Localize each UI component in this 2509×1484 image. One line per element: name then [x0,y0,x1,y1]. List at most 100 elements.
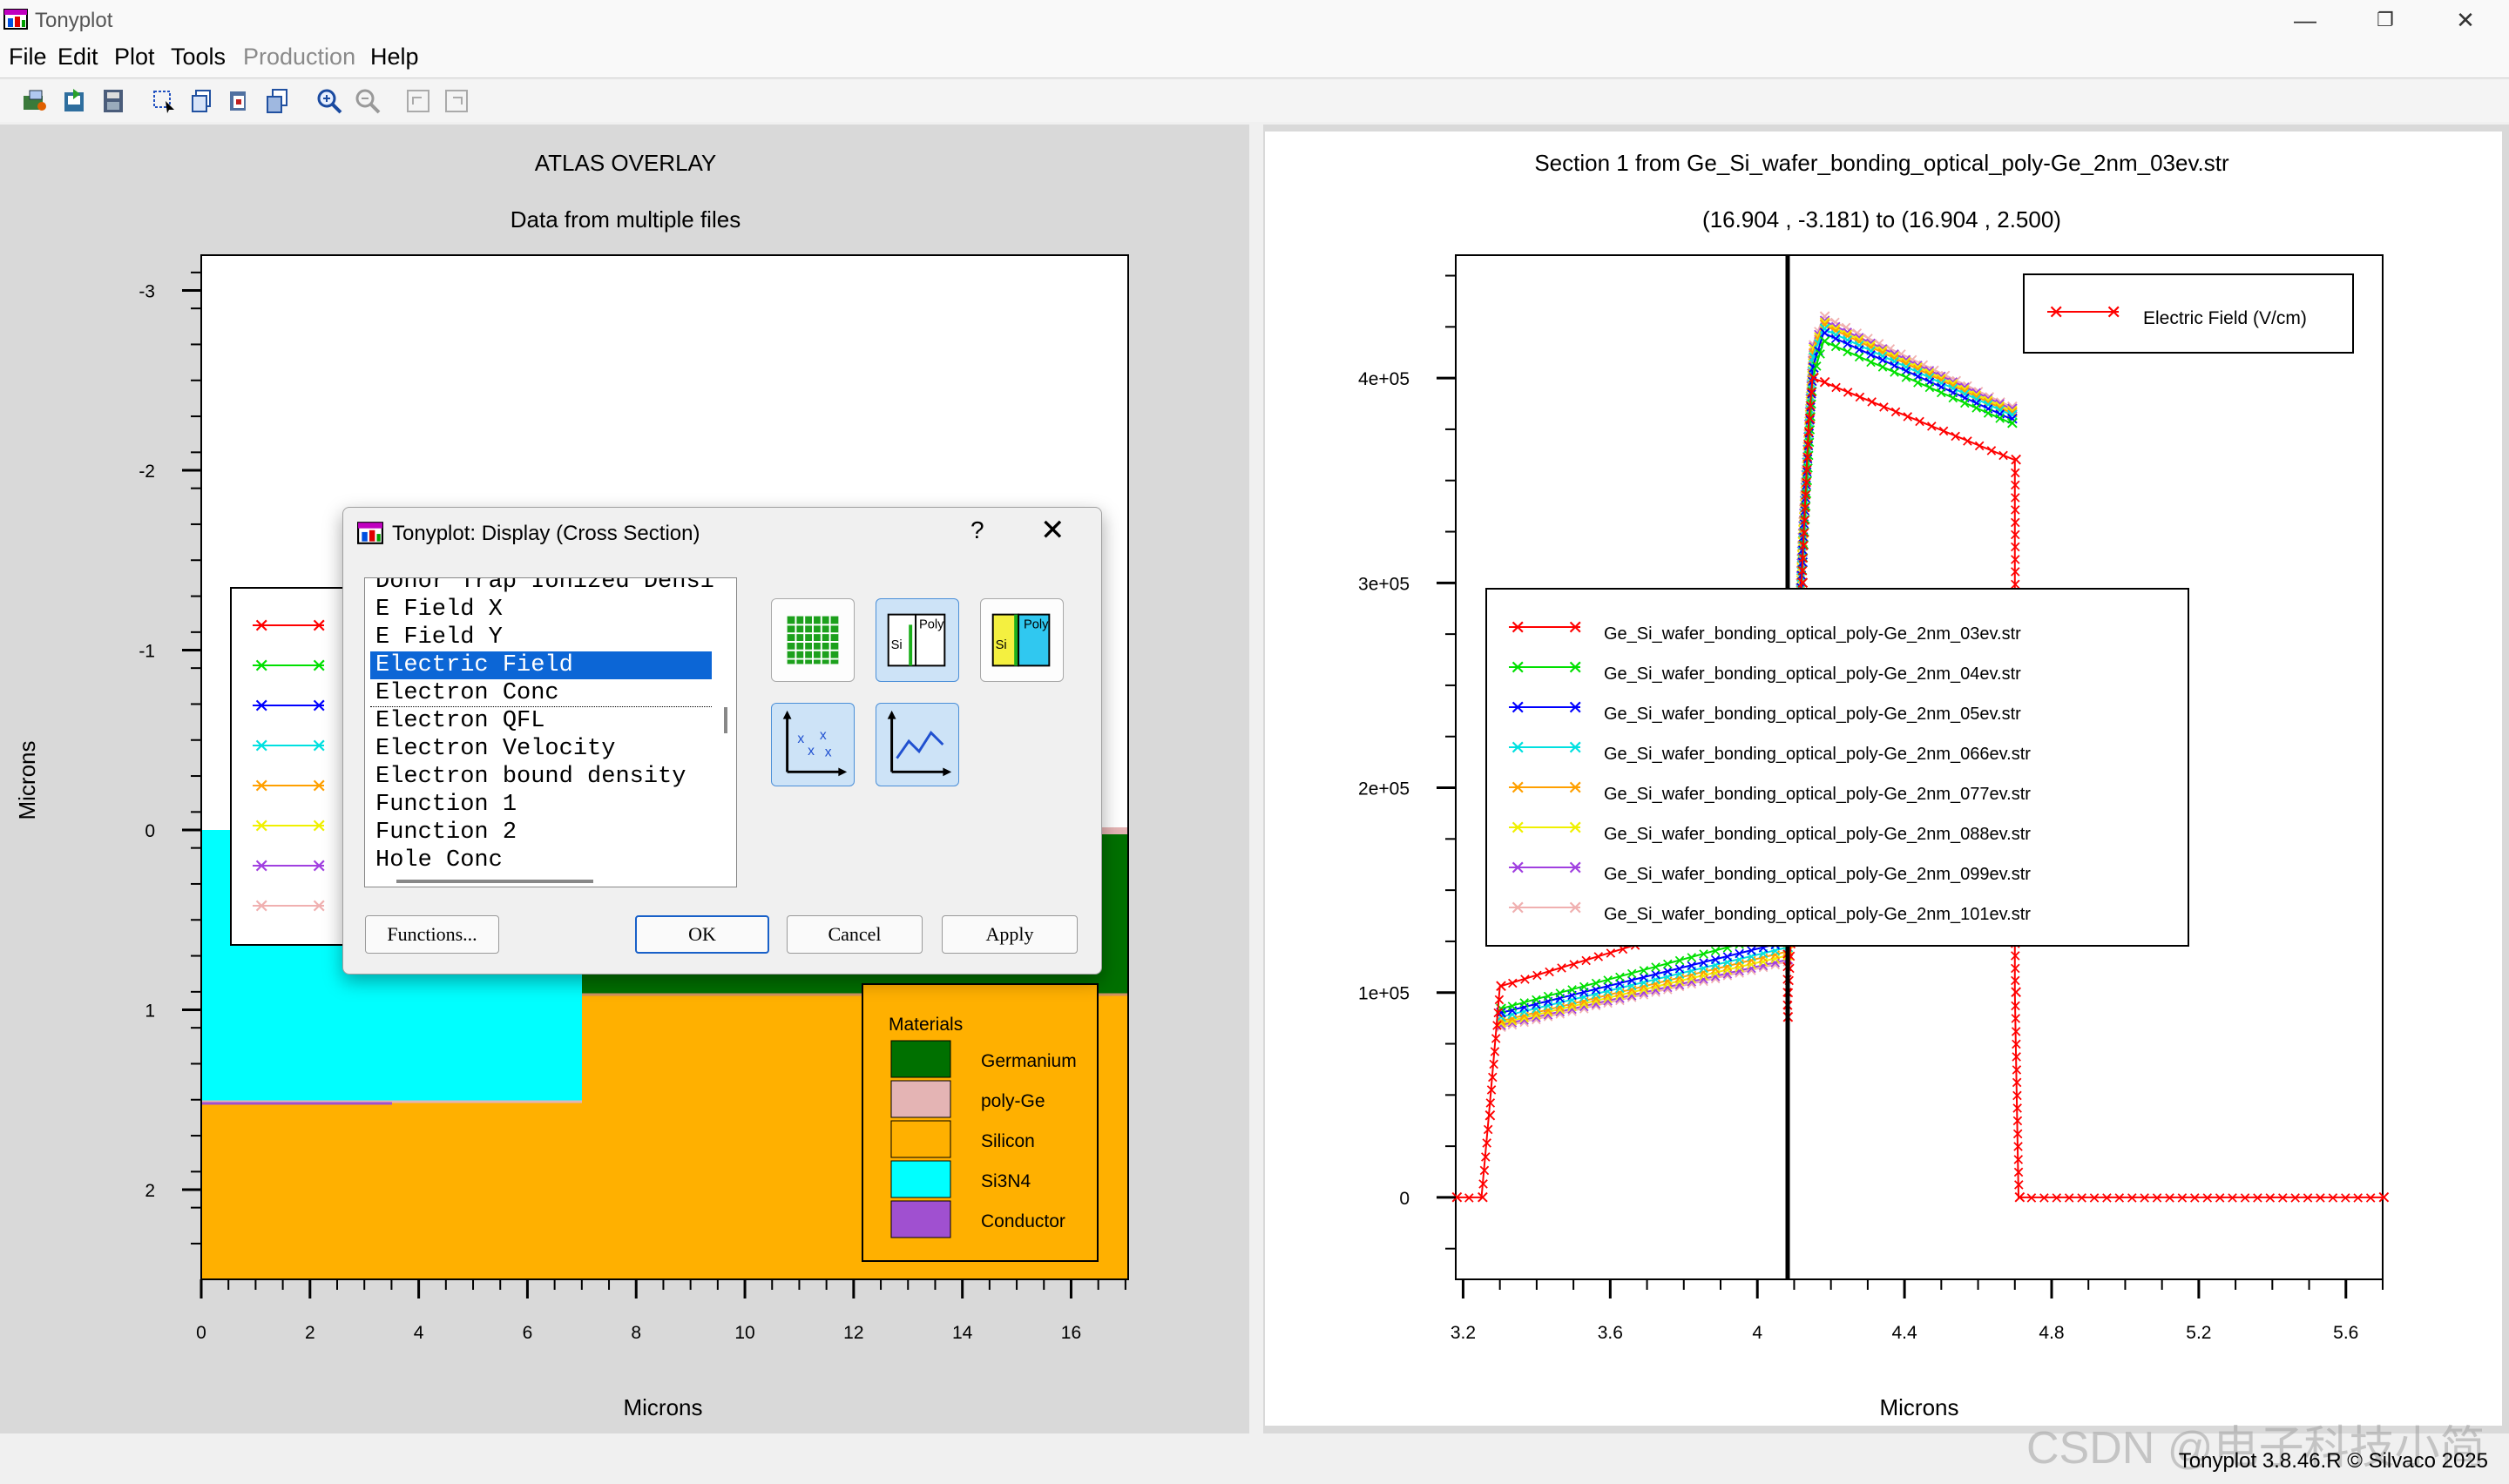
menu-edit[interactable]: Edit [57,44,98,70]
data-point: ✕ [1479,1149,1492,1166]
select-icon[interactable] [150,87,178,115]
functions-button[interactable]: Functions... [365,915,499,954]
duplicate-icon[interactable] [263,87,291,115]
tonyplot-dialog-icon [357,522,383,544]
material-name: Germanium [981,1051,1077,1071]
quantity-listbox[interactable]: Donor Trap Ionized Densi E Field X E Fie… [364,577,737,887]
menu-plot[interactable]: Plot [114,44,155,70]
data-point: ✕ [2010,1062,2023,1079]
help-button[interactable]: ? [970,516,984,543]
data-point: ✕ [2009,972,2022,989]
vertical-scrollbar[interactable] [724,707,727,733]
data-point: ✕ [2087,1190,2100,1207]
minimize-button[interactable]: — [2294,6,2316,33]
data-point: ✕ [1842,384,1855,401]
data-point: ✕ [1877,342,1890,360]
data-point: ✕ [1807,369,1822,388]
material-boundaries-button[interactable]: Si Poly [876,598,959,682]
data-point: ✕ [1578,984,1591,1002]
data-point: ✕ [1492,991,1505,1008]
list-item[interactable]: E Field Y [375,624,503,651]
copy-icon[interactable] [188,87,216,115]
legend-series-name: Ge_Si_wafer_bonding_optical_poly-Ge_2nm_… [1604,825,2031,844]
data-point: ✕ [2009,984,2024,1003]
data-point: ✕ [2011,1100,2024,1117]
horizontal-scrollbar[interactable] [396,880,593,883]
quantity-legend-label: Electric Field (V/cm) [2143,308,2307,328]
menu-help[interactable]: Help [370,44,419,70]
x-tick-label: 8 [631,1323,641,1343]
data-point: ✕ [1604,945,1617,962]
x-tick-label: 10 [734,1323,754,1343]
data-point: ✕ [1899,354,1912,371]
svg-text:Si: Si [996,638,1007,652]
lines-display-button[interactable] [876,703,959,786]
data-point: ✕ [1697,946,1710,963]
data-point: ✕ [1649,967,1662,984]
data-point: ✕ [1721,948,1734,966]
legend-series-name: Ge_Si_wafer_bonding_optical_poly-Ge_2nm_… [1604,785,2031,804]
save-icon[interactable] [99,87,127,115]
data-point: ✕ [2009,489,2022,507]
data-point: ✕ [1637,962,1650,980]
data-point: ✕ [1661,968,1674,986]
data-point: ✕ [1925,418,1938,435]
redo-icon[interactable] [443,87,470,115]
menu-tools[interactable]: Tools [171,44,227,70]
zoom-in-icon[interactable] [315,87,343,115]
data-point: ✕ [2151,1190,2164,1207]
data-point: ✕ [1661,963,1674,981]
data-point: ✕ [1626,966,1639,983]
data-point: ✕ [2009,948,2022,965]
open-icon[interactable] [21,87,49,115]
data-point: ✕ [1685,957,1698,975]
cancel-button[interactable]: Cancel [787,915,923,954]
data-point: ✕ [1566,988,1579,1005]
version-label: Tonyplot 3.8.46.R © Silvaco 2025 [2178,1449,2488,1473]
y-tick-label: 1e+05 [1358,984,1410,1004]
list-item[interactable]: Function 2 [375,820,517,846]
list-item[interactable]: Donor Trap Ionized Densi [375,577,714,595]
data-point: ✕ [1491,1004,1505,1022]
list-item[interactable]: Electron bound density [375,764,686,790]
filled-materials-button[interactable]: Si Poly [980,598,1064,682]
dialog-close-button[interactable]: ✕ [1040,514,1065,547]
mesh-display-button[interactable] [771,598,855,682]
paste-icon[interactable] [225,87,253,115]
ok-button[interactable]: OK [635,915,769,954]
list-item[interactable]: Electron Velocity [375,736,616,762]
line-graph-icon [887,710,952,777]
zoom-out-icon[interactable] [354,87,382,115]
data-point: ✕ [1797,537,1810,555]
restore-button[interactable]: ❐ [2377,9,2394,30]
data-point: ✕ [1841,336,1854,354]
apply-button[interactable]: Apply [942,915,1078,954]
data-point: ✕ [1589,981,1602,999]
data-point: ✕ [2163,1190,2176,1207]
undo-icon[interactable] [404,87,432,115]
menu-production[interactable]: Production [243,44,356,70]
legend-marker: ✕ [254,895,269,917]
list-item[interactable]: Function 1 [375,792,517,818]
menu-file[interactable]: File [9,44,47,70]
data-point: ✕ [1721,954,1734,972]
list-item[interactable]: Electron Conc [370,679,712,707]
list-item[interactable]: E Field X [375,597,503,623]
legend-marker: ✕ [1567,697,1583,718]
list-item[interactable]: Electron QFL [375,708,545,734]
data-point: ✕ [1946,375,1959,393]
list-item-selected[interactable]: Electric Field [370,651,712,679]
import-icon[interactable] [61,87,89,115]
legend-marker: ✕ [311,775,327,797]
electric-field-plot[interactable]: Section 1 from Ge_Si_wafer_bonding_optic… [1263,125,2509,1433]
data-point: ✕ [2238,1190,2251,1207]
data-point: ✕ [1798,524,1811,542]
quantity-legend [2023,273,2354,354]
list-item[interactable]: Hole Conc [375,847,503,874]
data-point: ✕ [2009,514,2022,531]
data-point: ✕ [2012,1138,2025,1156]
data-point: ✕ [1637,975,1650,992]
data-point: ✕ [2011,1075,2024,1092]
close-button[interactable]: ✕ [2456,6,2475,33]
